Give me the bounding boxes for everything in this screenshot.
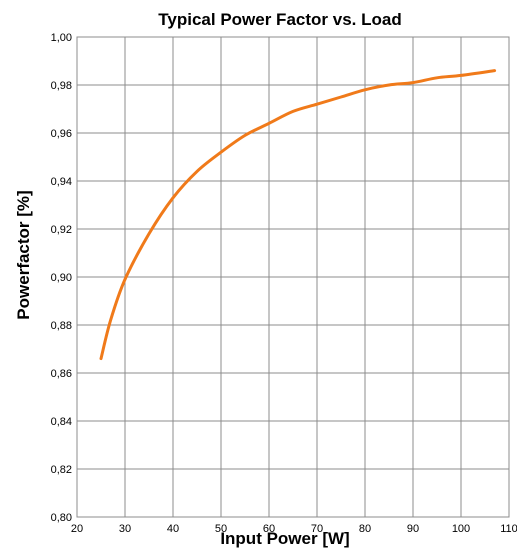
- x-tick-label: 110: [500, 523, 517, 535]
- y-tick-label: 1,00: [51, 32, 72, 44]
- x-tick-label: 40: [167, 523, 179, 535]
- power-factor-series-line: [99, 69, 497, 361]
- chart-title: Typical Power Factor vs. Load: [158, 10, 401, 29]
- y-tick-label: 0,88: [51, 320, 72, 332]
- x-tick-label: 20: [71, 523, 83, 535]
- series-layer: [99, 69, 497, 361]
- y-tick-label: 0,92: [51, 224, 72, 236]
- tick-label-layer: 20 30 40 50 60 70 80 90 100 110 0,80 0,82 0,84 0,86 0,…: [51, 32, 517, 535]
- x-tick-label: 50: [215, 523, 227, 535]
- x-axis-title: Input Power [W]: [220, 529, 349, 548]
- y-axis-title: Powerfactor [%]: [14, 190, 33, 319]
- x-tick-label: 90: [407, 523, 419, 535]
- x-tick-label: 30: [119, 523, 131, 535]
- x-tick-label: 100: [452, 523, 470, 535]
- y-tick-label: 0,86: [51, 368, 72, 380]
- x-tick-label: 60: [263, 523, 275, 535]
- y-tick-label: 0,82: [51, 464, 72, 476]
- x-tick-label: 70: [311, 523, 323, 535]
- y-tick-label: 0,84: [51, 416, 72, 428]
- y-tick-label: 0,98: [51, 80, 72, 92]
- y-tick-label: 0,90: [51, 272, 72, 284]
- y-tick-label: 0,96: [51, 128, 72, 140]
- plot-frame: [76, 36, 510, 518]
- y-tick-label: 0,80: [51, 512, 72, 524]
- x-tick-label: 80: [359, 523, 371, 535]
- y-tick-label: 0,94: [51, 176, 72, 188]
